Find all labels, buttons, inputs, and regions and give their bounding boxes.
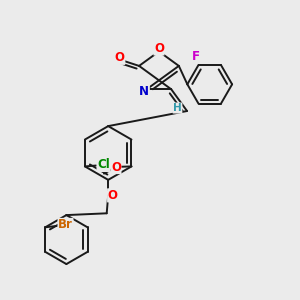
Text: O: O <box>115 51 125 64</box>
Text: O: O <box>111 160 121 173</box>
Text: N: N <box>139 85 149 98</box>
Text: H: H <box>173 103 182 113</box>
Text: Br: Br <box>58 218 73 232</box>
Text: O: O <box>108 189 118 202</box>
Text: O: O <box>154 42 164 55</box>
Text: F: F <box>192 50 200 63</box>
Text: Cl: Cl <box>97 158 110 171</box>
